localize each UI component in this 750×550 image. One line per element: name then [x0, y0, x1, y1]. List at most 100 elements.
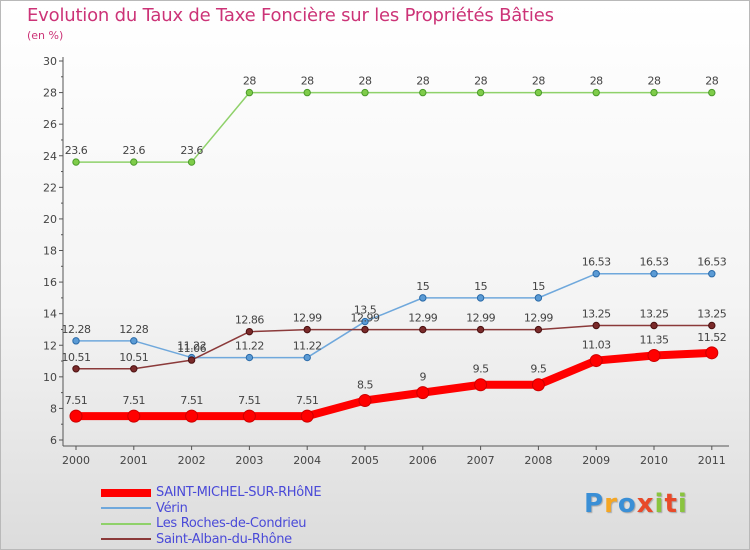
legend-item: Saint-Alban-du-Rhône: [101, 532, 321, 548]
data-label: 16.53: [582, 256, 611, 269]
data-label: 28: [474, 75, 487, 88]
data-point: [187, 356, 196, 364]
data-label: 12.99: [351, 312, 380, 325]
y-tick-label: 20: [43, 213, 57, 226]
data-point: [300, 409, 314, 423]
data-point: [127, 409, 141, 423]
data-label: 8.5: [357, 379, 373, 392]
legend-label: Saint-Alban-du-Rhône: [156, 531, 292, 547]
data-label: 13.25: [697, 308, 726, 321]
chart-title: Evolution du Taux de Taxe Foncière sur l…: [27, 5, 554, 26]
data-label: 7.51: [296, 394, 319, 407]
x-tick-label: 2007: [467, 454, 495, 467]
data-label: 23.6: [123, 144, 146, 157]
y-tick-label: 22: [43, 181, 57, 194]
data-point: [592, 270, 600, 278]
legend-label: Vérin: [156, 500, 188, 516]
series-line: [75, 91, 713, 163]
logo-letter: o: [617, 489, 637, 519]
data-point: [72, 337, 80, 345]
data-point: [419, 325, 427, 334]
x-tick-label: 2011: [698, 454, 726, 467]
data-point: [361, 88, 369, 97]
logo-letter: P: [584, 489, 605, 519]
data-label: 9: [420, 371, 427, 384]
data-point: [361, 325, 369, 334]
data-label: 28: [243, 75, 256, 88]
data-point: [534, 294, 543, 302]
data-point: [303, 88, 311, 97]
series-line: [72, 348, 716, 421]
data-point: [708, 270, 716, 278]
data-point: [705, 346, 719, 360]
data-point: [72, 365, 80, 373]
data-point: [650, 88, 658, 97]
data-label: 28: [705, 75, 718, 88]
series-line: [75, 272, 713, 359]
data-label: 15: [474, 280, 487, 293]
data-label: 13.25: [582, 308, 611, 321]
data-label: 28: [301, 75, 314, 88]
data-point: [245, 88, 254, 97]
data-label: 28: [532, 75, 545, 88]
data-label: 28: [648, 75, 661, 88]
logo-letter: i: [654, 489, 665, 519]
data-label: 7.51: [180, 394, 203, 407]
data-label: 28: [590, 75, 603, 88]
y-tick-label: 24: [43, 150, 57, 163]
x-tick-label: 2002: [178, 454, 206, 467]
data-point: [419, 294, 427, 302]
logo-letter: r: [604, 489, 618, 519]
legend-swatch: [101, 488, 151, 497]
chart-legend: SAINT-MICHEL-SUR-RHôNE Vérin Les Roches-de…: [101, 485, 322, 548]
legend-swatch: [101, 507, 151, 510]
data-label: 13.5: [354, 304, 377, 317]
data-point: [476, 294, 485, 302]
legend-swatch: [101, 522, 151, 525]
data-label: 10.51: [62, 351, 91, 364]
data-point: [589, 354, 603, 368]
data-point: [476, 88, 485, 97]
x-tick-label: 2006: [409, 454, 437, 467]
data-label: 11.22: [177, 340, 206, 353]
data-point: [419, 88, 427, 97]
data-label: 12.86: [235, 314, 264, 327]
data-label: 16.53: [640, 256, 669, 269]
logo-letter: i: [677, 489, 688, 519]
data-label: 13.25: [640, 308, 669, 321]
series-line: [75, 324, 713, 370]
y-tick-label: 12: [43, 339, 57, 352]
data-label: 7.51: [65, 394, 88, 407]
legend-item: Les Roches-de-Condrieu: [101, 516, 321, 532]
legend-item: Vérin: [101, 501, 321, 517]
data-label: 15: [532, 280, 545, 293]
data-point: [130, 158, 138, 166]
data-label: 12.99: [293, 312, 322, 325]
data-label: 12.99: [408, 312, 437, 325]
data-label: 23.6: [65, 144, 88, 157]
data-point: [416, 386, 430, 400]
x-tick-label: 2001: [120, 454, 148, 467]
data-point: [531, 378, 545, 392]
x-tick-label: 2010: [640, 454, 668, 467]
data-point: [187, 158, 196, 166]
data-point: [358, 394, 372, 408]
data-label: 23.6: [180, 144, 203, 157]
x-tick-label: 2005: [351, 454, 379, 467]
data-label: 10.51: [119, 351, 148, 364]
legend-label: Les Roches-de-Condrieu: [156, 516, 307, 531]
data-label: 11.35: [640, 334, 669, 347]
data-point: [647, 349, 661, 363]
data-point: [185, 409, 199, 423]
chart-subtitle: (en %): [27, 29, 64, 42]
data-point: [72, 158, 80, 166]
data-point: [708, 321, 716, 330]
data-point: [476, 325, 485, 334]
y-tick-label: 28: [43, 87, 57, 100]
data-point: [242, 409, 256, 423]
data-label: 9.5: [473, 363, 489, 376]
data-label: 11.06: [177, 342, 206, 355]
data-point: [534, 325, 543, 334]
data-label: 12.99: [466, 312, 495, 325]
